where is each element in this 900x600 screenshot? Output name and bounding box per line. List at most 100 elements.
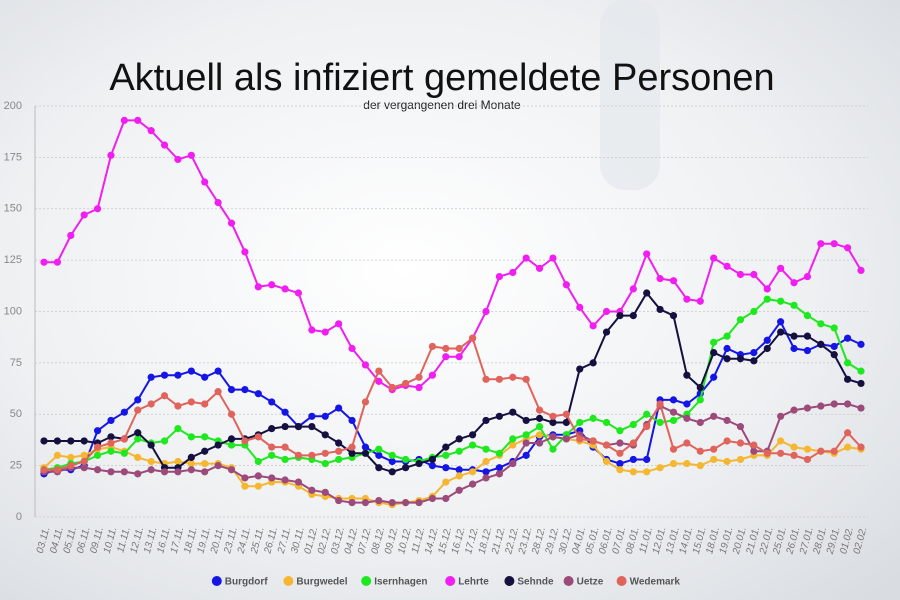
data-point xyxy=(348,344,356,353)
data-point xyxy=(107,439,115,447)
data-point xyxy=(549,412,557,420)
data-point xyxy=(321,488,329,496)
data-point xyxy=(160,141,169,149)
data-point xyxy=(187,398,195,406)
data-point xyxy=(656,400,664,408)
data-point xyxy=(669,408,678,416)
data-point xyxy=(616,312,624,320)
data-point xyxy=(509,459,517,468)
data-point xyxy=(830,324,838,332)
y-tick-label: 25 xyxy=(10,460,22,472)
chart-subtitle: der vergangenen drei Monate xyxy=(363,98,521,112)
data-point xyxy=(723,437,731,445)
data-point xyxy=(777,318,785,326)
data-point xyxy=(174,468,182,476)
data-point xyxy=(241,482,249,490)
data-point xyxy=(120,116,128,124)
data-point xyxy=(495,449,503,457)
data-point xyxy=(335,455,343,464)
data-point xyxy=(375,445,383,453)
data-point xyxy=(790,443,798,451)
data-point xyxy=(174,425,182,433)
legend-marker xyxy=(445,576,456,586)
data-point xyxy=(844,334,852,342)
data-point xyxy=(187,151,195,159)
data-point xyxy=(509,268,517,277)
data-point xyxy=(830,240,838,248)
data-point xyxy=(522,439,530,447)
data-point xyxy=(495,464,503,472)
y-tick-label: 0 xyxy=(16,511,22,523)
data-point xyxy=(643,468,651,476)
data-point xyxy=(428,342,437,351)
data-point xyxy=(643,250,651,258)
data-point xyxy=(93,466,102,474)
data-point xyxy=(294,422,303,431)
data-point xyxy=(723,344,731,353)
data-point xyxy=(669,445,678,453)
data-point xyxy=(468,468,477,476)
data-point xyxy=(629,439,637,447)
data-point xyxy=(589,359,597,367)
data-point xyxy=(844,375,852,383)
data-point xyxy=(134,406,142,414)
data-point xyxy=(241,437,249,445)
data-point xyxy=(482,416,490,425)
y-tick-label: 100 xyxy=(4,305,22,317)
data-point xyxy=(214,198,222,207)
data-point xyxy=(750,349,758,357)
data-point xyxy=(134,429,142,437)
data-point xyxy=(482,375,490,383)
data-point xyxy=(509,435,517,443)
data-point xyxy=(402,455,410,464)
data-point xyxy=(93,205,102,213)
data-point xyxy=(120,468,128,476)
data-point xyxy=(227,466,236,474)
data-point xyxy=(388,499,396,507)
legend-label: Lehrte xyxy=(458,577,489,588)
data-point xyxy=(160,468,169,476)
data-point xyxy=(817,340,825,348)
data-point xyxy=(777,264,785,272)
data-point xyxy=(40,466,48,474)
legend-label: Uetze xyxy=(577,577,604,588)
data-point xyxy=(415,499,423,507)
data-point xyxy=(710,455,718,464)
data-point xyxy=(602,441,611,449)
data-point xyxy=(669,312,678,320)
data-point xyxy=(495,412,503,420)
data-point xyxy=(683,400,691,408)
chart-title: Aktuell als infiziert gemeldete Personen xyxy=(109,57,774,99)
data-point xyxy=(160,392,169,400)
data-point xyxy=(80,451,88,459)
data-point xyxy=(696,418,704,427)
data-point xyxy=(468,441,477,449)
data-point xyxy=(844,429,852,437)
y-tick-label: 75 xyxy=(10,357,22,369)
data-point xyxy=(40,258,48,266)
data-point xyxy=(482,445,490,453)
data-point xyxy=(147,466,155,474)
data-point xyxy=(442,478,450,486)
data-point xyxy=(495,470,503,478)
background-tube xyxy=(600,0,660,190)
data-point xyxy=(602,418,611,427)
data-point xyxy=(402,499,410,507)
data-point xyxy=(857,404,865,412)
data-point xyxy=(736,455,745,464)
data-point xyxy=(535,406,544,414)
data-point xyxy=(643,455,651,464)
data-point xyxy=(750,270,758,279)
data-point xyxy=(442,494,450,503)
data-point xyxy=(321,431,329,439)
data-point xyxy=(629,468,637,476)
data-point xyxy=(120,449,128,457)
data-point xyxy=(683,414,691,422)
data-point xyxy=(562,418,570,427)
data-point xyxy=(602,307,611,316)
data-point xyxy=(147,400,155,408)
data-point xyxy=(428,462,437,470)
data-point xyxy=(455,353,463,361)
data-point xyxy=(375,464,383,472)
data-point xyxy=(268,281,276,289)
